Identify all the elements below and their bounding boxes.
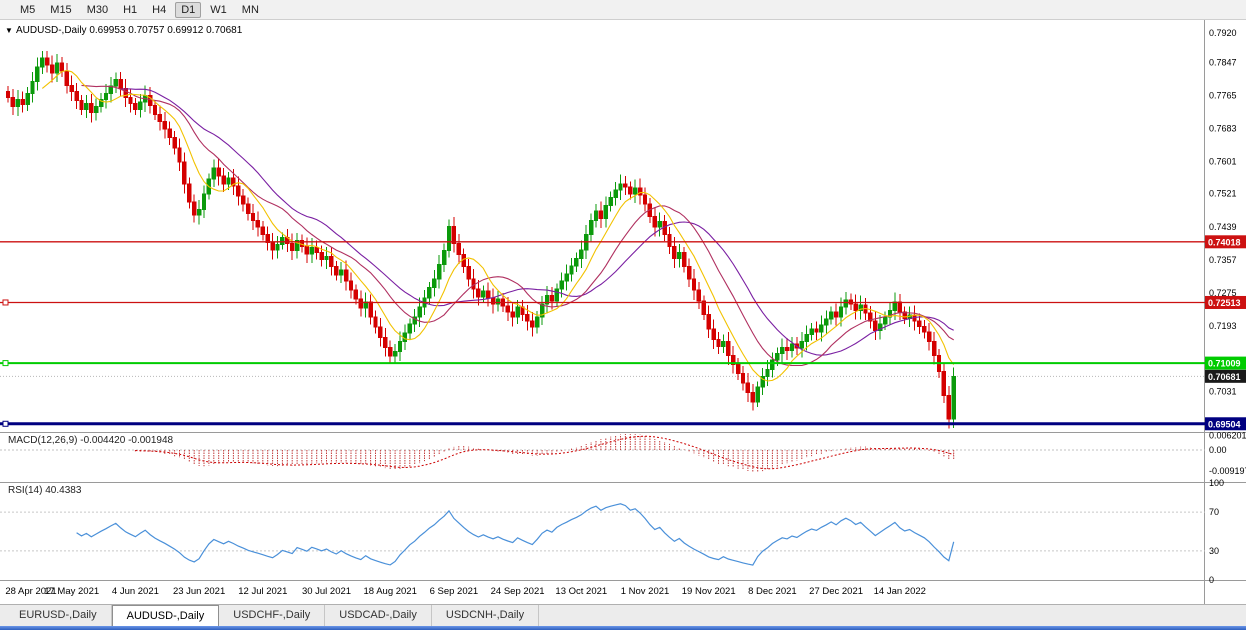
date-axis-label: 8 Dec 2021 [748, 586, 797, 597]
date-axis-label: 19 Nov 2021 [682, 586, 736, 597]
timeframe-button-w1[interactable]: W1 [210, 3, 227, 16]
timeframe-button-h4[interactable]: H4 [152, 3, 167, 16]
price-axis-label: 0.7275 [1209, 288, 1237, 298]
price-badge [1205, 356, 1246, 370]
tab-audusd-daily[interactable]: AUDUSD-,Daily [111, 605, 220, 626]
price-axis-label: 0.7521 [1209, 189, 1237, 199]
macd-axis-label: 0.00 [1209, 445, 1227, 455]
price-axis-label: 0.7193 [1209, 321, 1237, 331]
tab-eurusd-daily[interactable]: EURUSD-,Daily [5, 605, 112, 626]
date-axis-label: 13 Oct 2021 [555, 586, 607, 597]
tab-usdcnh-daily[interactable]: USDCNH-,Daily [432, 605, 540, 626]
timeframe-button-mn[interactable]: MN [241, 3, 259, 16]
date-axis-label: 14 Jan 2022 [874, 586, 926, 597]
date-axis-label: 23 Jun 2021 [173, 586, 225, 597]
date-axis-label: 6 Sep 2021 [430, 586, 479, 597]
price-badge-label: 0.69504 [1208, 419, 1241, 429]
timeframe-button-m5[interactable]: M5 [20, 3, 36, 16]
date-axis-label: 1 Nov 2021 [621, 586, 670, 597]
date-axis-label: 17 May 2021 [44, 586, 99, 597]
timeframe-button-d1[interactable]: D1 [175, 1, 202, 18]
price-axis-label: 0.7683 [1209, 123, 1237, 133]
date-axis-label: 24 Sep 2021 [491, 586, 545, 597]
price-chart[interactable]: 0.7920 0.7847 0.7765 0.7683 0.7601 0.7521 0.74… [0, 20, 1246, 604]
timeframe-button-m15[interactable]: M15 [50, 3, 72, 16]
rsi-axis-label: 70 [1209, 507, 1219, 517]
price-badge-label: 0.70681 [1208, 372, 1241, 382]
macd-histogram [134, 434, 955, 473]
tab-usdcad-daily[interactable]: USDCAD-,Daily [325, 605, 432, 626]
date-axis-label: 30 Jul 2021 [302, 586, 351, 597]
timeframe-button-m30[interactable]: M30 [86, 3, 109, 16]
taskbar-edge [0, 626, 1246, 630]
support-line-blue-handle[interactable] [2, 420, 9, 427]
support-line-green-handle[interactable] [2, 360, 9, 367]
chart-region: 0.7920 0.7847 0.7765 0.7683 0.7601 0.7521 0.74… [0, 20, 1246, 604]
rsi-axis-label: 0 [1209, 575, 1214, 585]
price-axis-label: 0.7031 [1209, 386, 1237, 396]
price-badge [1205, 295, 1246, 309]
price-badge-label: 0.71009 [1208, 359, 1241, 369]
chart-collapse-icon[interactable]: ▼ [5, 26, 13, 35]
timeframe-button-h1[interactable]: H1 [123, 3, 138, 16]
price-badge [1205, 369, 1246, 383]
date-axis-label: 28 Apr 2021 [5, 586, 56, 597]
rsi-line [76, 503, 955, 566]
timeframe-toolbar: M5 M15 M30 H1 H4 D1 W1 MN [0, 0, 1246, 20]
ma-fast-line [41, 69, 955, 382]
price-axis-label: 0.7439 [1209, 222, 1237, 232]
price-axis-label: 0.7847 [1209, 57, 1237, 67]
macd-signal-line [135, 435, 954, 470]
date-axis-label: 27 Dec 2021 [809, 586, 863, 597]
ma-slow-line [120, 88, 954, 356]
rsi-axis-label: 100 [1209, 478, 1224, 488]
price-badge-label: 0.74018 [1208, 237, 1241, 247]
price-axis-label: 0.7357 [1209, 255, 1237, 265]
macd-indicator-label: MACD(12,26,9) -0.004420 -0.001948 [8, 435, 174, 446]
rsi-indicator-label: RSI(14) 40.4383 [8, 485, 82, 496]
price-badge [1205, 235, 1246, 249]
macd-axis-label: -0.009197 [1209, 466, 1246, 476]
price-axis-label: 0.7920 [1209, 28, 1237, 38]
date-axis-label: 18 Aug 2021 [364, 586, 417, 597]
candlesticks [5, 50, 956, 429]
date-axis-label: 4 Jun 2021 [112, 586, 159, 597]
macd-axis-label: 0.006201 [1209, 431, 1246, 441]
tab-usdchf-daily[interactable]: USDCHF-,Daily [219, 605, 326, 626]
chart-tabs-bar: EURUSD-,Daily AUDUSD-,Daily USDCHF-,Daily U… [0, 604, 1246, 626]
price-axis-label: 0.7765 [1209, 90, 1237, 100]
resistance-line-lower-handle[interactable] [2, 299, 9, 306]
chart-title: AUDUSD-,Daily 0.69953 0.70757 0.69912 0.… [16, 25, 243, 36]
rsi-axis-label: 30 [1209, 546, 1219, 556]
price-badge-label: 0.72513 [1208, 298, 1241, 308]
price-badge [1205, 417, 1246, 431]
date-axis-label: 12 Jul 2021 [238, 586, 287, 597]
price-axis-label: 0.7601 [1209, 156, 1237, 166]
